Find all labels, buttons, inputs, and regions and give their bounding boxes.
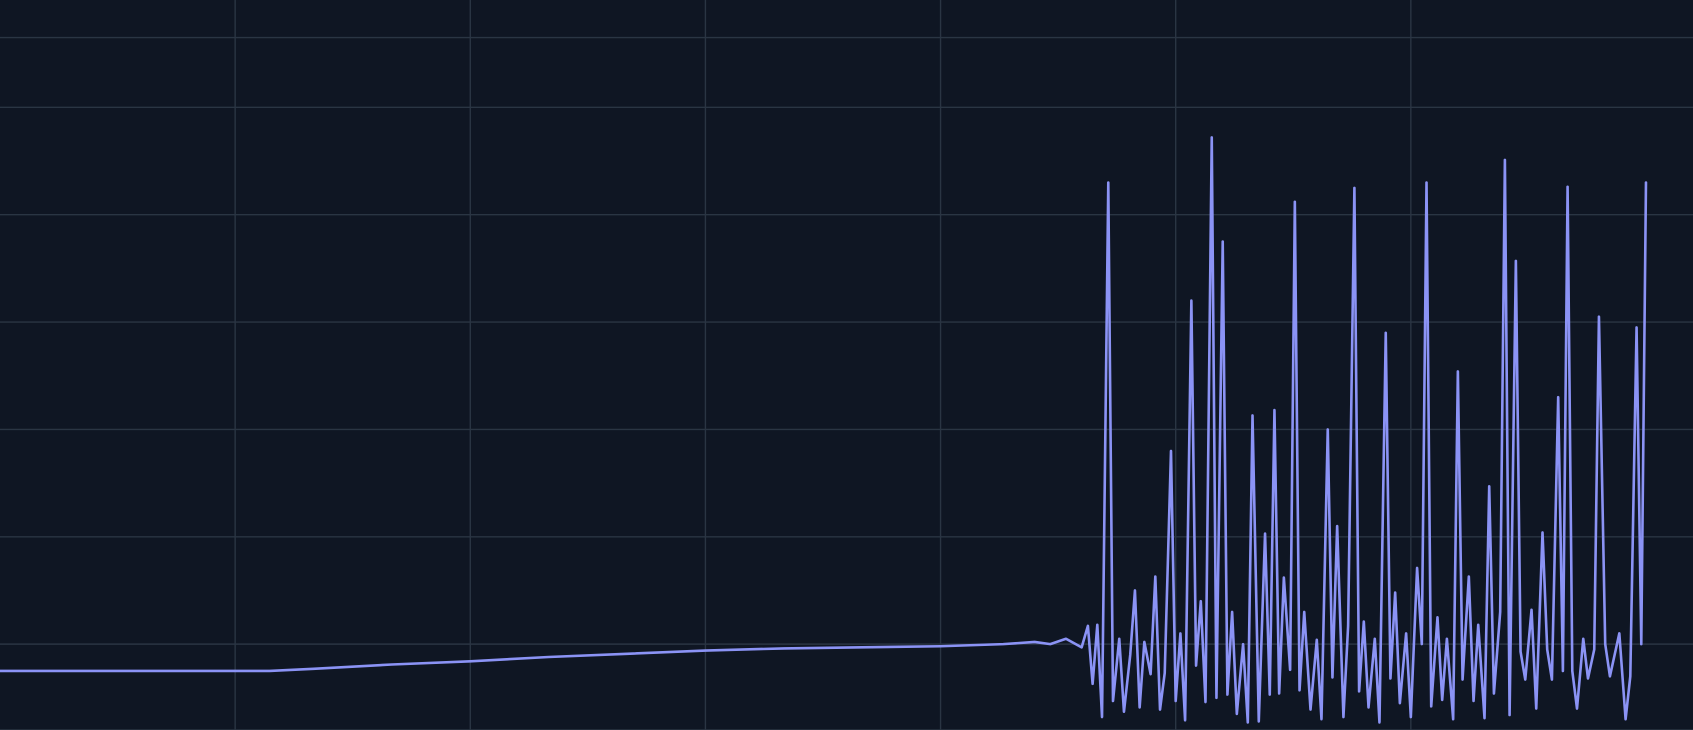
series-line-1 [0,136,1648,724]
vertical-gridlines [234,0,1412,730]
horizontal-gridlines [0,36,1693,730]
series-layer [0,136,1648,724]
